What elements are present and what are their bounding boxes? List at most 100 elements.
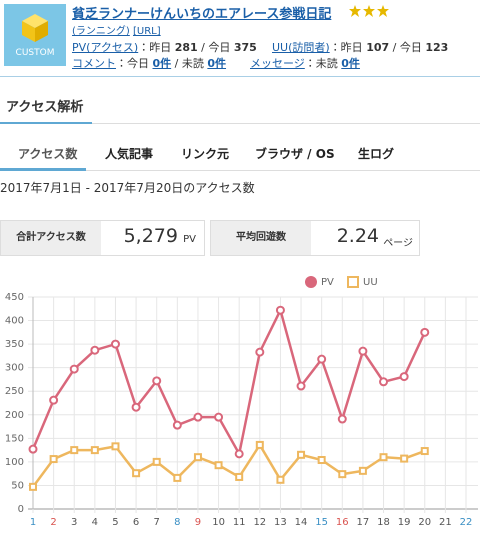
data-point	[110, 339, 120, 349]
summary-unit: ページ	[383, 238, 413, 249]
text: ：昨日	[138, 41, 172, 54]
data-point	[193, 412, 203, 422]
blog-icon[interactable]: CUSTOM	[4, 4, 66, 66]
comment-row: コメント：今日 0件 / 未読 0件	[72, 55, 226, 71]
y-tick-label: 150	[5, 433, 24, 444]
data-point	[337, 414, 347, 424]
series-line	[31, 306, 426, 458]
number: 123	[425, 41, 449, 54]
data-point	[276, 475, 285, 484]
number[interactable]: 0件	[207, 57, 227, 70]
number: 107	[366, 41, 390, 54]
text: ：昨日	[329, 41, 363, 54]
number[interactable]: 0件	[341, 57, 360, 70]
y-tick-label: 300	[5, 363, 24, 374]
uu-link[interactable]: UU(訪問者)	[272, 41, 330, 54]
data-point	[234, 449, 244, 459]
data-point	[255, 347, 265, 357]
x-tick-label: 21	[439, 517, 452, 528]
x-tick-label: 11	[233, 517, 246, 528]
data-point	[358, 346, 368, 356]
data-point	[379, 453, 388, 462]
x-tick-label: 12	[253, 517, 266, 528]
x-tick-label: 19	[398, 517, 411, 528]
data-point	[69, 364, 79, 374]
summary-box: 合計アクセス数 5,279 PV	[0, 220, 205, 256]
x-tick-label: 4	[92, 517, 98, 528]
data-point	[297, 450, 306, 459]
x-tick-label: 15	[315, 517, 328, 528]
data-point	[90, 446, 99, 455]
x-tick-label: 20	[418, 517, 431, 528]
data-point	[296, 381, 306, 391]
data-point	[317, 354, 327, 364]
header	[0, 0, 480, 77]
data-point	[172, 420, 182, 430]
data-point	[193, 453, 202, 462]
summary-value: 2.24	[336, 225, 379, 247]
number: 281	[174, 41, 198, 54]
y-tick-label: 50	[11, 480, 24, 491]
data-point	[275, 305, 285, 315]
data-point	[49, 455, 58, 464]
data-point	[420, 327, 430, 337]
x-tick-label: 16	[336, 517, 349, 528]
section-title: アクセス解析	[6, 100, 84, 115]
x-tick-label: 22	[460, 517, 473, 528]
text: / 今日	[201, 41, 231, 54]
y-tick-label: 250	[5, 386, 24, 397]
data-point	[338, 470, 347, 479]
x-tick-label: 5	[112, 517, 118, 528]
pv-link[interactable]: PV(アクセス)	[72, 41, 139, 54]
data-point	[29, 482, 37, 491]
comment-link[interactable]: コメント	[72, 57, 116, 70]
data-point	[49, 395, 59, 405]
data-point	[400, 454, 409, 463]
data-point	[131, 402, 141, 412]
rank-stars	[349, 5, 389, 17]
number[interactable]: 0件	[152, 57, 172, 70]
y-tick-label: 100	[5, 457, 24, 468]
summary-unit: PV	[183, 234, 196, 245]
number: 375	[233, 41, 257, 54]
y-tick-label: 350	[5, 339, 24, 350]
legend-marker	[347, 276, 359, 288]
category-row: (ランニング) [URL]	[72, 22, 161, 37]
data-point	[152, 457, 161, 466]
tab[interactable]: 人気記事	[105, 147, 154, 161]
data-point	[358, 466, 367, 475]
data-point	[173, 473, 182, 482]
data-point	[379, 377, 389, 387]
pv-row: PV(アクセス)：昨日 281 / 今日 375	[72, 39, 257, 55]
message-link[interactable]: メッセージ	[250, 57, 305, 70]
text: ：未読	[304, 57, 338, 70]
x-tick-label: 13	[274, 517, 287, 528]
summary-box: 平均回遊数 2.24 ページ	[210, 220, 420, 256]
x-tick-label: 2	[50, 517, 56, 528]
divider	[0, 170, 480, 171]
data-point	[152, 376, 162, 386]
data-point	[70, 446, 79, 455]
tab[interactable]: アクセス数	[18, 147, 78, 161]
icon-label: CUSTOM	[15, 48, 55, 58]
icon-cube	[22, 14, 48, 42]
category-link[interactable]: (ランニング)	[72, 26, 130, 37]
tab[interactable]: リンク元	[181, 147, 230, 161]
divider	[0, 123, 480, 124]
text: ：今日	[116, 57, 149, 70]
x-tick-label: 6	[133, 517, 139, 528]
data-point	[235, 472, 244, 481]
data-point	[132, 469, 141, 478]
summary-label: 平均回遊数	[211, 221, 311, 255]
x-tick-label: 9	[195, 517, 201, 528]
data-point	[214, 461, 223, 470]
tab[interactable]: 生ログ	[358, 147, 395, 161]
message-row: メッセージ：未読 0件	[250, 55, 360, 71]
url-link[interactable]: [URL]	[133, 26, 161, 37]
blog-title[interactable]: 貧乏ランナーけんいちのエアレース参戦日記	[72, 7, 332, 22]
summary-label: 合計アクセス数	[1, 221, 101, 255]
tab[interactable]: ブラウザ / OS	[255, 147, 335, 161]
y-tick-label: 450	[5, 292, 24, 303]
